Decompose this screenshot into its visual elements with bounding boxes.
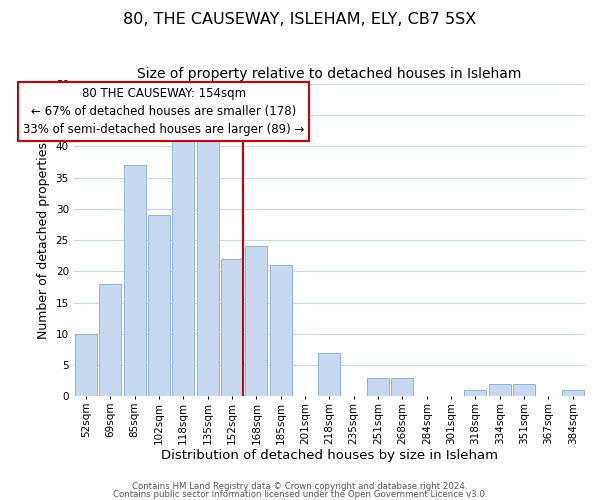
Bar: [221, 259, 243, 396]
Title: Size of property relative to detached houses in Isleham: Size of property relative to detached ho…: [137, 68, 521, 82]
Bar: [367, 378, 389, 396]
X-axis label: Distribution of detached houses by size in Isleham: Distribution of detached houses by size …: [161, 450, 498, 462]
Bar: [75, 334, 97, 396]
Y-axis label: Number of detached properties: Number of detached properties: [37, 142, 50, 338]
Bar: [100, 284, 121, 397]
Bar: [319, 352, 340, 397]
Bar: [270, 265, 292, 396]
Bar: [391, 378, 413, 396]
Bar: [513, 384, 535, 396]
Text: 80, THE CAUSEWAY, ISLEHAM, ELY, CB7 5SX: 80, THE CAUSEWAY, ISLEHAM, ELY, CB7 5SX: [124, 12, 476, 28]
Bar: [464, 390, 487, 396]
Bar: [245, 246, 268, 396]
Text: 80 THE CAUSEWAY: 154sqm
← 67% of detached houses are smaller (178)
33% of semi-d: 80 THE CAUSEWAY: 154sqm ← 67% of detache…: [23, 87, 305, 136]
Text: Contains public sector information licensed under the Open Government Licence v3: Contains public sector information licen…: [113, 490, 487, 499]
Bar: [148, 215, 170, 396]
Text: Contains HM Land Registry data © Crown copyright and database right 2024.: Contains HM Land Registry data © Crown c…: [132, 482, 468, 491]
Bar: [124, 165, 146, 396]
Bar: [562, 390, 584, 396]
Bar: [197, 140, 218, 396]
Bar: [489, 384, 511, 396]
Bar: [172, 140, 194, 396]
